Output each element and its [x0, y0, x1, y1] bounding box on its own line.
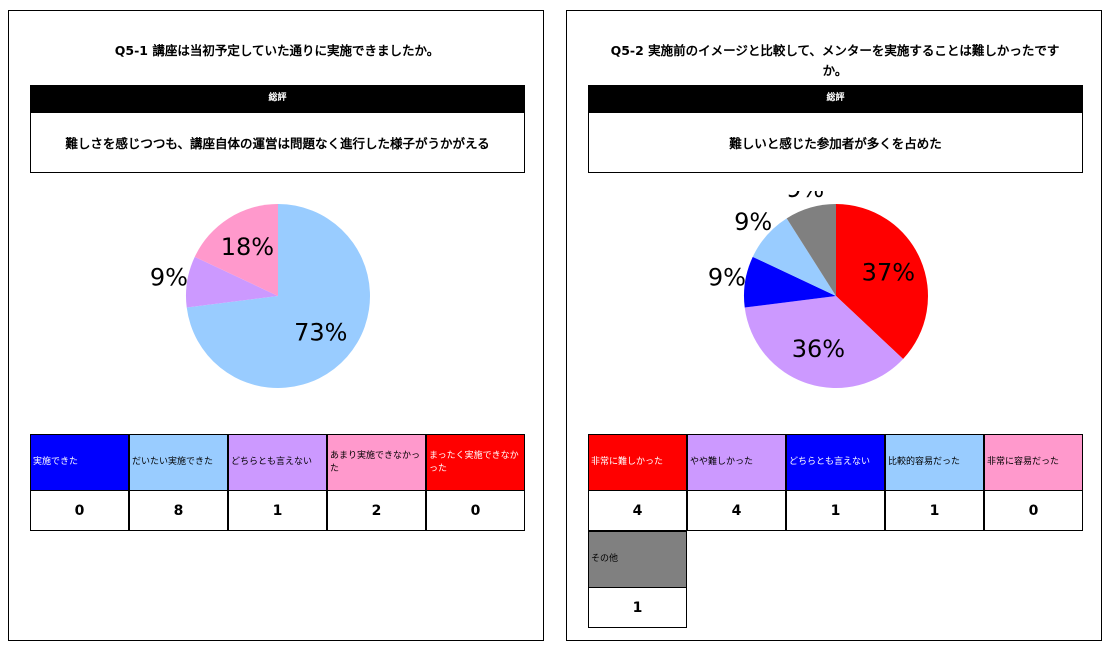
table-cell: 比較的容易だった 1: [885, 434, 984, 531]
slice-label: 9%: [734, 208, 772, 236]
table-cell: まったく実施できなかった 0: [426, 434, 525, 531]
category-header: その他: [588, 531, 687, 588]
category-header: 比較的容易だった: [885, 434, 984, 491]
slice-label: 36%: [792, 335, 845, 363]
pie-slice: [186, 204, 371, 388]
pie-chart: 37% 36% 9% 9% 9%: [708, 191, 928, 388]
slice-label: 9%: [786, 191, 824, 203]
category-header: だいたい実施できた: [129, 434, 228, 491]
pie-slice: [836, 204, 928, 359]
slice-label: 37%: [862, 258, 915, 286]
count: 4: [588, 491, 687, 531]
panel-title: Q5-1 講座は当初予定していた通りに実施できましたか。: [114, 43, 440, 58]
count: 0: [30, 491, 129, 531]
slice-label: 18%: [221, 233, 274, 261]
table-cell: 非常に容易だった 0: [984, 434, 1083, 531]
category-header: どちらとも言えない: [786, 434, 885, 491]
category-header: 実施できた: [30, 434, 129, 491]
slice-label: 9%: [708, 264, 746, 292]
pie-slice: [194, 204, 278, 296]
count-table: 実施できた 0 だいたい実施できた 8 どちらとも言えない 1 あまり実施できなかった 2 まっ…: [30, 434, 525, 531]
summary-header: 総評: [30, 85, 525, 112]
category-header: まったく実施できなかった: [426, 434, 525, 491]
slice-label: 9%: [150, 264, 188, 292]
table-cell: だいたい実施できた 8: [129, 434, 228, 531]
table-cell: その他 1: [588, 531, 687, 628]
table-cell: やや難しかった 4: [687, 434, 786, 531]
pie-slice: [744, 296, 904, 388]
table-cell: どちらとも言えない 1: [228, 434, 327, 531]
pie-slice: [752, 218, 836, 296]
summary: 難しさを感じつつも、講座自体の運営は問題なく進行した様子がうかがえる: [30, 112, 525, 173]
pie-slice: [786, 204, 836, 296]
count: 4: [687, 491, 786, 531]
count: 2: [327, 491, 426, 531]
count: 0: [984, 491, 1083, 531]
pie-chart: 73% 9% 18%: [150, 204, 371, 388]
summary-header: 総評: [588, 85, 1083, 112]
category-header: 非常に容易だった: [984, 434, 1083, 491]
panel: Q5-2 実施前のイメージと比較して、メンターを実施することは難しかったですか。…: [566, 10, 1102, 641]
count: 8: [129, 491, 228, 531]
table-cell: どちらとも言えない 1: [786, 434, 885, 531]
category-header: あまり実施できなかった: [327, 434, 426, 491]
summary: 難しいと感じた参加者が多くを占めた: [588, 112, 1083, 173]
count: 1: [885, 491, 984, 531]
slice-label: 73%: [294, 319, 347, 347]
count-table: 非常に難しかった 4 やや難しかった 4 どちらとも言えない 1 比較的容易だった 1 非常に容…: [588, 434, 1083, 628]
pie-slice: [744, 256, 836, 308]
category-header: 非常に難しかった: [588, 434, 687, 491]
count: 1: [228, 491, 327, 531]
table-cell: 実施できた 0: [30, 434, 129, 531]
count: 1: [786, 491, 885, 531]
count: 0: [426, 491, 525, 531]
category-header: どちらとも言えない: [228, 434, 327, 491]
category-header: やや難しかった: [687, 434, 786, 491]
table-cell: 非常に難しかった 4: [588, 434, 687, 531]
panel-title: Q5-2 実施前のイメージと比較して、メンターを実施することは難しかったですか。: [610, 43, 1060, 78]
pie-slice: [186, 256, 278, 308]
panel: Q5-1 講座は当初予定していた通りに実施できましたか。総評 難しさを感じつつも、…: [8, 10, 544, 641]
count: 1: [588, 588, 687, 628]
table-cell: あまり実施できなかった 2: [327, 434, 426, 531]
